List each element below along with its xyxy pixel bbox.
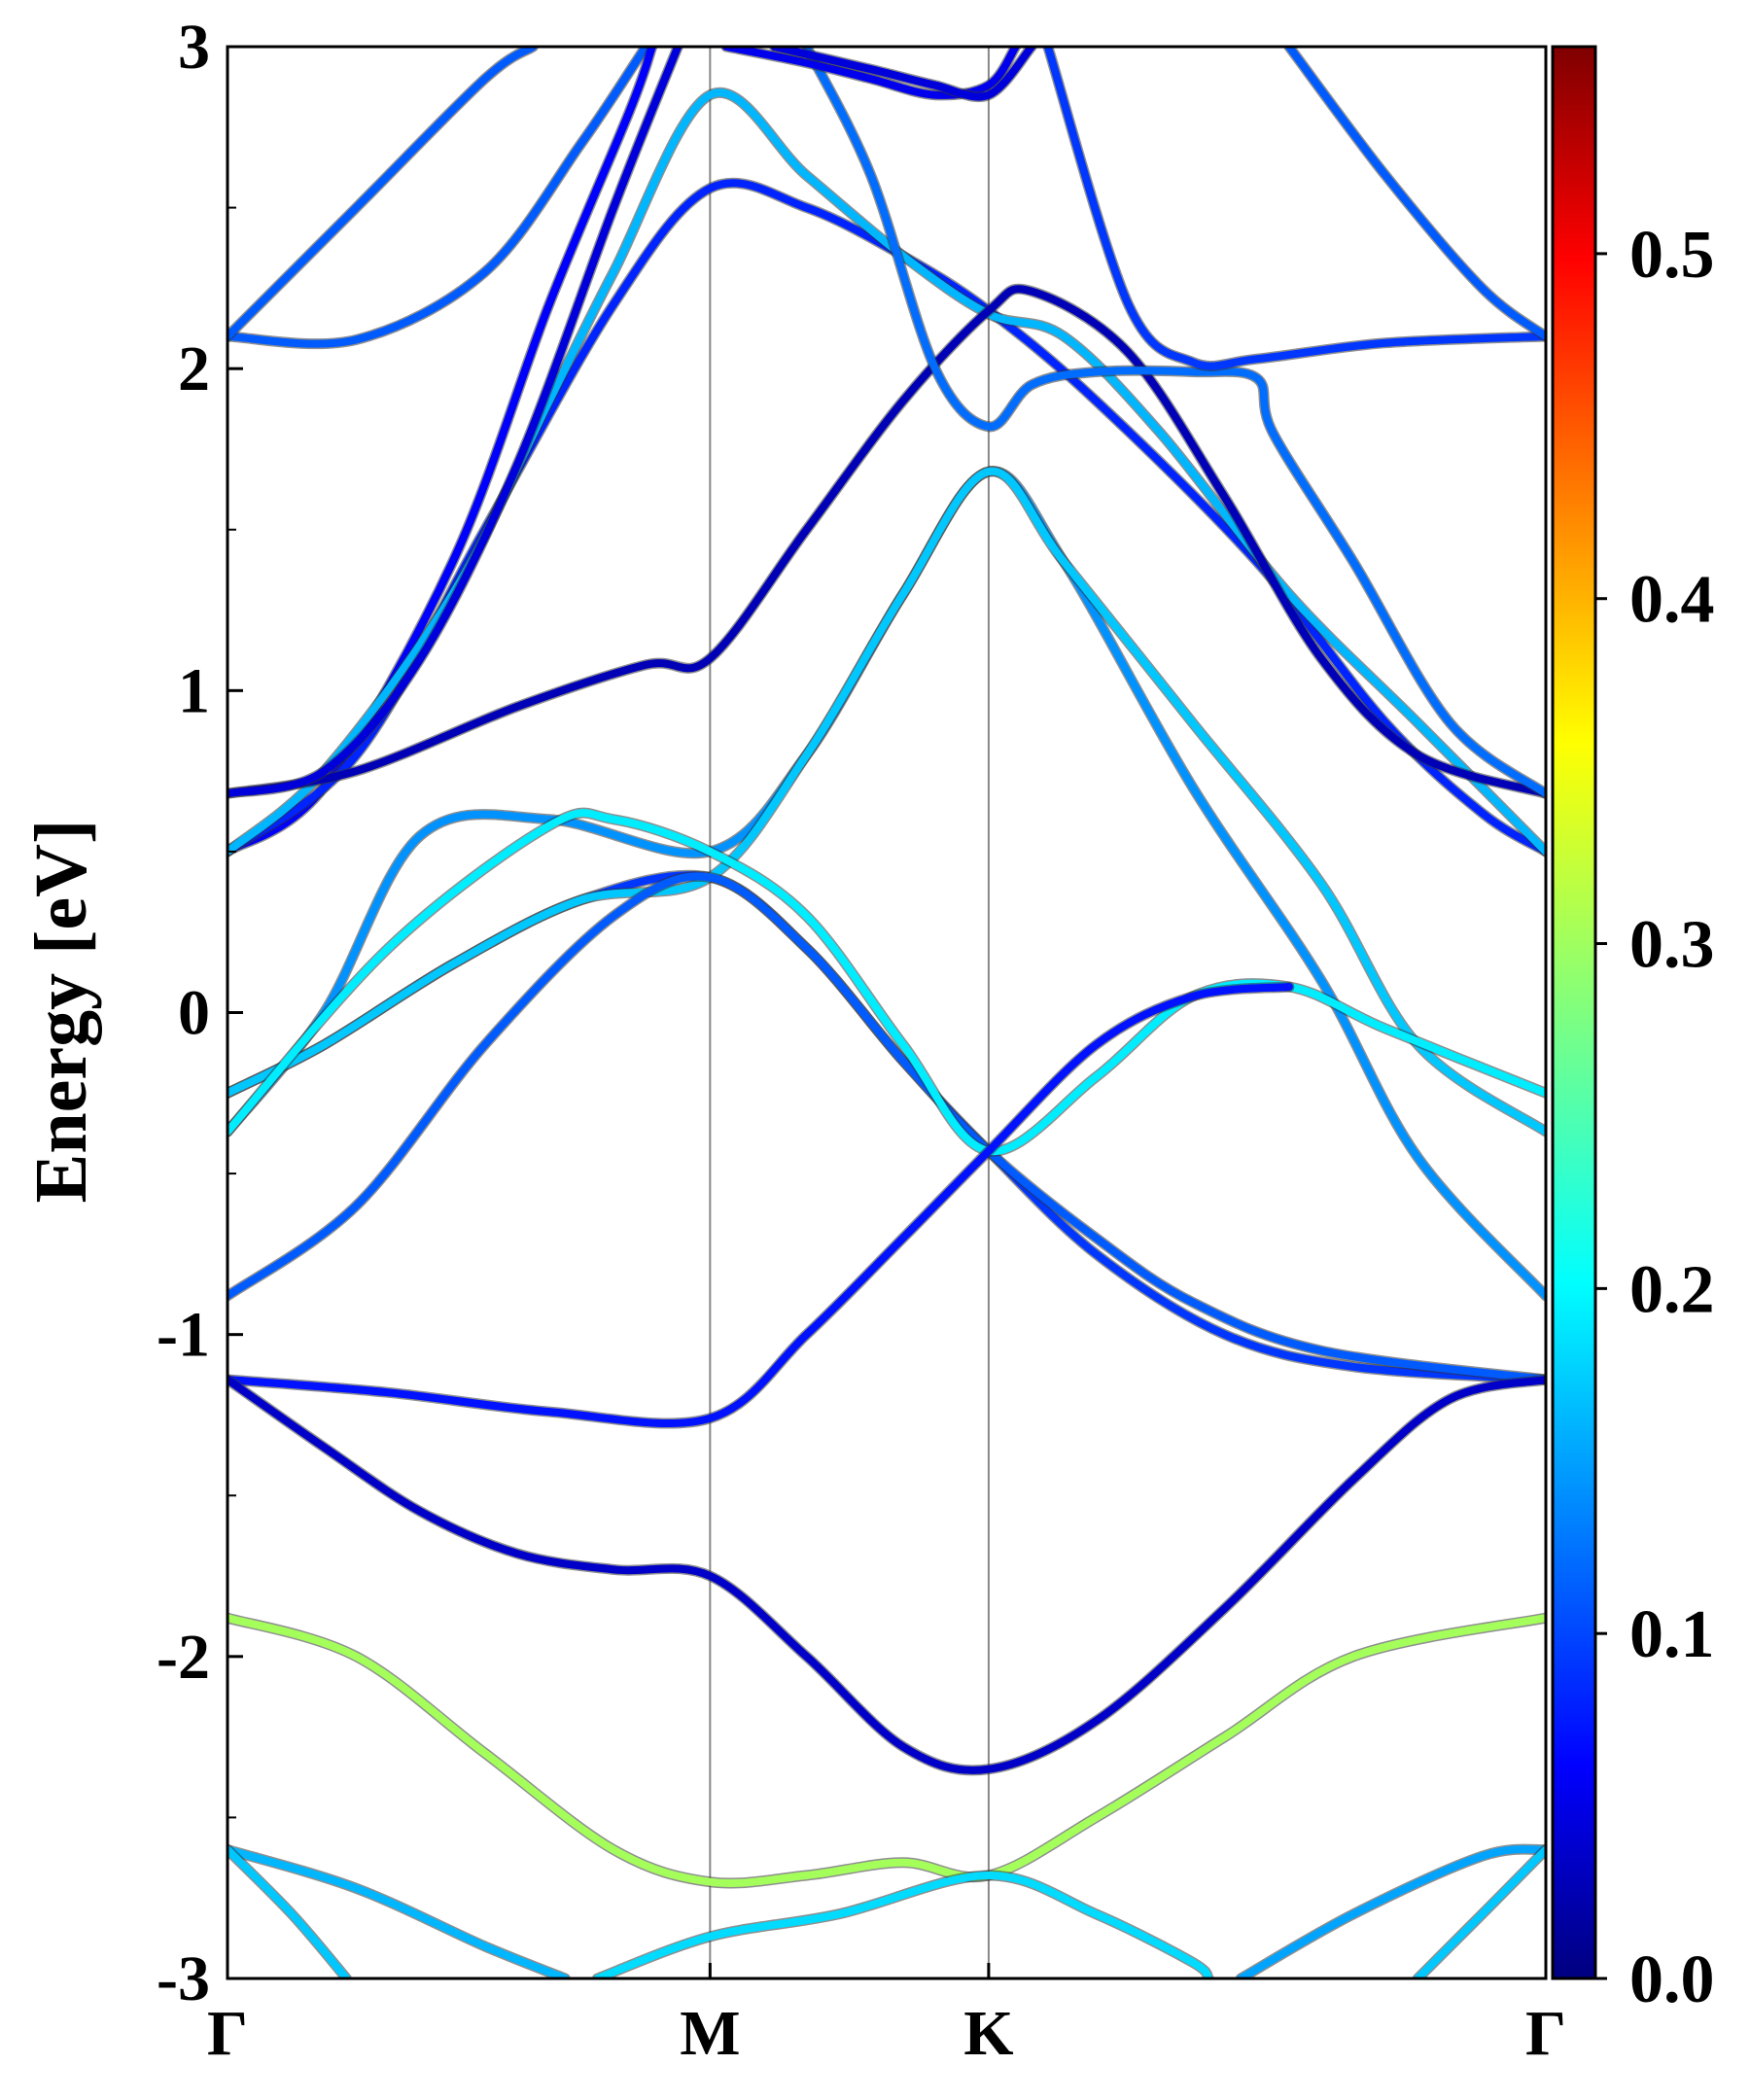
- x-tick-label-3: Γ: [1525, 1998, 1566, 2069]
- band-2: [228, 47, 656, 856]
- colorbar-tick-label-1: 0.1: [1629, 1597, 1715, 1672]
- y-axis-title: Energy [eV]: [20, 820, 102, 1204]
- colorbar-axis: 0.0 0.1 0.2 0.3 0.4 0.5: [1595, 218, 1715, 2017]
- x-tick-label-0: Γ: [207, 1998, 248, 2069]
- colorbar: [1551, 45, 1597, 1980]
- y-tick-label-3: 0: [178, 978, 210, 1049]
- colorbar-tick-label-4: 0.4: [1629, 563, 1715, 638]
- band-19: [228, 1614, 1546, 1887]
- y-tick-label-0: 3: [178, 12, 210, 83]
- band-23-outline: [1235, 1843, 1546, 1978]
- band-18: [228, 1376, 1546, 1774]
- band-22: [593, 1872, 1213, 1978]
- band-1: [228, 47, 538, 340]
- band-24: [1414, 1845, 1546, 1978]
- band-8-outline: [1042, 47, 1546, 372]
- band-9: [1284, 47, 1546, 340]
- y-tick-label-4: -1: [157, 1300, 210, 1371]
- y-tick-label-5: -2: [157, 1622, 210, 1693]
- band-20: [228, 1845, 570, 1978]
- band-23: [1237, 1845, 1546, 1978]
- bands-group: [228, 47, 1546, 1978]
- band-3-outline: [228, 177, 1546, 858]
- band-11: [770, 47, 1036, 101]
- y-tick-label-6: -3: [157, 1943, 210, 2014]
- band-7: [802, 47, 1546, 798]
- band-6: [228, 47, 682, 798]
- band-17: [228, 983, 1293, 1428]
- band-14: [228, 467, 1546, 1136]
- band-10: [721, 47, 1020, 99]
- y-tick-label-1: 2: [178, 333, 210, 404]
- band-8: [1043, 47, 1546, 370]
- band-15: [228, 872, 1546, 1383]
- colorbar-tick-label-2: 0.2: [1629, 1252, 1715, 1327]
- colorbar-tick-label-0: 0.0: [1629, 1942, 1715, 2017]
- x-tick-label-1: M: [680, 1998, 740, 2069]
- band-15-outline: [228, 870, 1546, 1385]
- colorbar-tick-label-5: 0.5: [1629, 218, 1715, 293]
- y-axis: 3 2 1 0 -1 -2 -3: [157, 12, 243, 2014]
- band-5: [228, 285, 1546, 798]
- band-13: [228, 467, 1546, 1300]
- band-5-outline: [228, 283, 1546, 799]
- band-21: [228, 1845, 351, 1978]
- band-2-outline: [228, 47, 658, 858]
- band-9-outline: [1283, 47, 1546, 342]
- band-3: [228, 179, 1546, 856]
- x-tick-label-2: K: [963, 1998, 1013, 2069]
- band-13-outline: [228, 466, 1546, 1302]
- high-symmetry-lines: [709, 47, 990, 1978]
- y-tick-label-2: 1: [178, 655, 210, 726]
- colorbar-tick-label-3: 0.3: [1629, 908, 1715, 983]
- band-0: [228, 47, 650, 348]
